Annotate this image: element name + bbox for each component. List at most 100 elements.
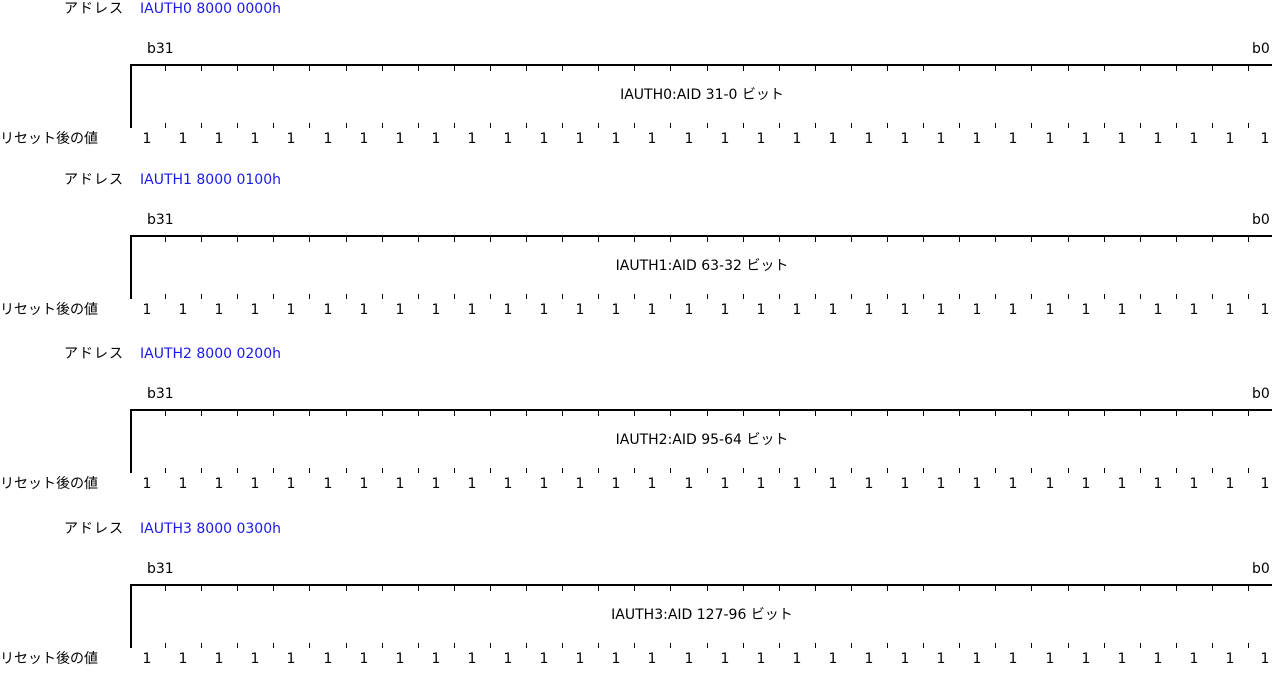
bit-boundary-tick [1248,411,1249,416]
bit-boundary-tick [995,643,996,648]
bit-boundary-tick [490,411,491,416]
reset-bit-value: 1 [828,131,838,147]
msb-bit-label: b31 [147,41,174,57]
reset-bit-value: 1 [647,302,657,318]
bit-boundary-tick [309,643,310,648]
bit-boundary-tick [1068,66,1069,71]
bit-boundary-tick [346,123,347,128]
bit-boundary-tick [779,294,780,299]
bit-boundary-tick [526,643,527,648]
bit-boundary-tick [1176,643,1177,648]
bit-boundary-tick [851,468,852,473]
reset-bit-value: 1 [395,302,405,318]
reset-bit-value: 1 [467,131,477,147]
bit-boundary-tick [634,586,635,591]
address-value: IAUTH3 8000 0300h [140,521,281,537]
reset-value-label: リセット後の値 [0,302,98,318]
field-name: IAUTH1:AID 63-32 ビット [615,258,789,274]
reset-bit-value: 1 [142,476,152,492]
bit-boundary-tick [165,66,166,71]
bit-boundary-tick [418,468,419,473]
bit-boundary-tick [707,237,708,242]
bit-boundary-tick [707,411,708,416]
bit-boundary-tick [851,66,852,71]
bit-boundary-tick [995,411,996,416]
reset-bit-value: 1 [972,131,982,147]
bit-boundary-tick [526,468,527,473]
bit-boundary-tick [237,643,238,648]
bit-boundary-tick [490,66,491,71]
field-name: IAUTH0:AID 31-0 ビット [620,87,784,103]
reset-bit-value: 1 [1260,476,1270,492]
bit-boundary-tick [923,294,924,299]
bit-boundary-tick [1176,294,1177,299]
bit-boundary-tick [670,66,671,71]
bit-boundary-tick [201,123,202,128]
reset-bit-value: 1 [1260,302,1270,318]
bit-boundary-tick [418,643,419,648]
reset-bit-value: 1 [611,476,621,492]
reset-bit-value: 1 [864,476,874,492]
bit-boundary-tick [562,643,563,648]
bit-boundary-tick [1104,294,1105,299]
bit-boundary-tick [923,237,924,242]
bit-boundary-tick [1248,586,1249,591]
bit-boundary-tick [851,411,852,416]
bit-boundary-tick [237,411,238,416]
bit-boundary-tick [923,643,924,648]
reset-bit-value: 1 [1117,131,1127,147]
bit-boundary-tick [1248,237,1249,242]
bit-boundary-tick [1068,123,1069,128]
reset-bit-value: 1 [1153,651,1163,667]
bit-boundary-tick [887,468,888,473]
bit-boundary-tick [382,66,383,71]
bit-boundary-tick [165,237,166,242]
reset-bit-value: 1 [575,651,585,667]
lsb-bit-label: b0 [1252,41,1270,57]
bit-boundary-tick [1248,643,1249,648]
bit-boundary-tick [959,123,960,128]
bit-boundary-tick [1140,294,1141,299]
reset-bit-value: 1 [611,302,621,318]
reset-bit-value: 1 [828,476,838,492]
bit-boundary-tick [1104,643,1105,648]
bit-boundary-tick [526,294,527,299]
bit-boundary-tick [237,237,238,242]
bit-boundary-tick [309,411,310,416]
bit-boundary-tick [309,294,310,299]
bit-boundary-tick [1212,294,1213,299]
bit-boundary-tick [1031,237,1032,242]
bit-boundary-tick [490,237,491,242]
bit-boundary-tick [454,586,455,591]
bit-boundary-tick [743,468,744,473]
bit-boundary-tick [887,411,888,416]
reset-bit-value: 1 [539,651,549,667]
reset-bit-value: 1 [1117,302,1127,318]
reset-bit-value: 1 [1081,131,1091,147]
bit-boundary-tick [995,468,996,473]
reset-bit-value: 1 [1117,651,1127,667]
bit-boundary-tick [201,66,202,71]
reset-bit-value: 1 [1260,651,1270,667]
bit-boundary-tick [165,586,166,591]
bit-boundary-tick [887,643,888,648]
bit-boundary-tick [851,643,852,648]
bit-boundary-tick [201,643,202,648]
reset-bit-value: 1 [467,651,477,667]
bit-boundary-tick [1068,468,1069,473]
bit-boundary-tick [670,294,671,299]
bit-boundary-tick [815,411,816,416]
register-field-box: IAUTH1:AID 63-32 ビット [130,235,1272,299]
reset-bit-value: 1 [684,131,694,147]
bit-boundary-tick [815,237,816,242]
reset-bit-value: 1 [720,651,730,667]
bit-boundary-tick [273,468,274,473]
bit-boundary-tick [743,586,744,591]
bit-boundary-tick [743,643,744,648]
bit-boundary-tick [273,643,274,648]
reset-bit-value: 1 [1189,651,1199,667]
bit-boundary-tick [1140,586,1141,591]
reset-bit-value: 1 [178,131,188,147]
reset-value-label: リセット後の値 [0,131,98,147]
reset-bit-value: 1 [972,651,982,667]
